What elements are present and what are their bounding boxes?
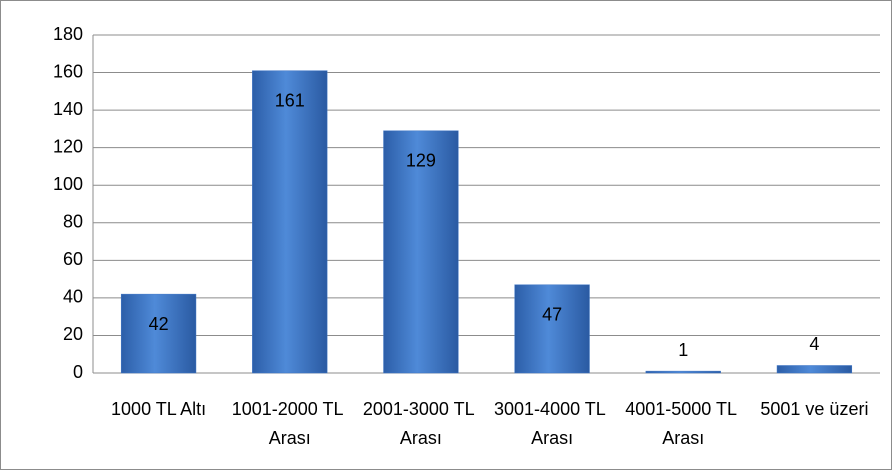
y-tick-label: 100 [53, 174, 83, 194]
bar [514, 284, 590, 374]
x-tick-label: 3001-4000 TL Arası [494, 399, 610, 448]
data-label: 129 [406, 151, 436, 171]
x-tick-label: 1001-2000 TL Arası [232, 399, 348, 448]
x-tick-label: 5001 ve üzeri [760, 399, 868, 419]
data-label: 47 [542, 304, 562, 324]
y-tick-label: 80 [63, 212, 83, 232]
data-label: 1 [678, 340, 688, 360]
bar [645, 370, 721, 374]
x-tick-label: 1000 TL Altı [111, 399, 206, 419]
y-tick-label: 40 [63, 287, 83, 307]
y-tick-label: 0 [73, 362, 83, 382]
bar [252, 70, 328, 374]
y-tick-label: 120 [53, 136, 83, 156]
data-label: 42 [149, 314, 169, 334]
y-tick-label: 20 [63, 324, 83, 344]
x-tick-label: 4001-5000 TL Arası [625, 399, 741, 448]
y-tick-label: 180 [53, 24, 83, 44]
data-label: 4 [809, 334, 819, 354]
data-label: 161 [275, 90, 305, 110]
y-tick-label: 60 [63, 249, 83, 269]
bar [383, 130, 459, 374]
bar [120, 293, 197, 374]
bar [776, 365, 853, 374]
x-tick-label: 2001-3000 TL Arası [363, 399, 479, 448]
y-tick-label: 160 [53, 61, 83, 81]
y-tick-label: 140 [53, 99, 83, 119]
